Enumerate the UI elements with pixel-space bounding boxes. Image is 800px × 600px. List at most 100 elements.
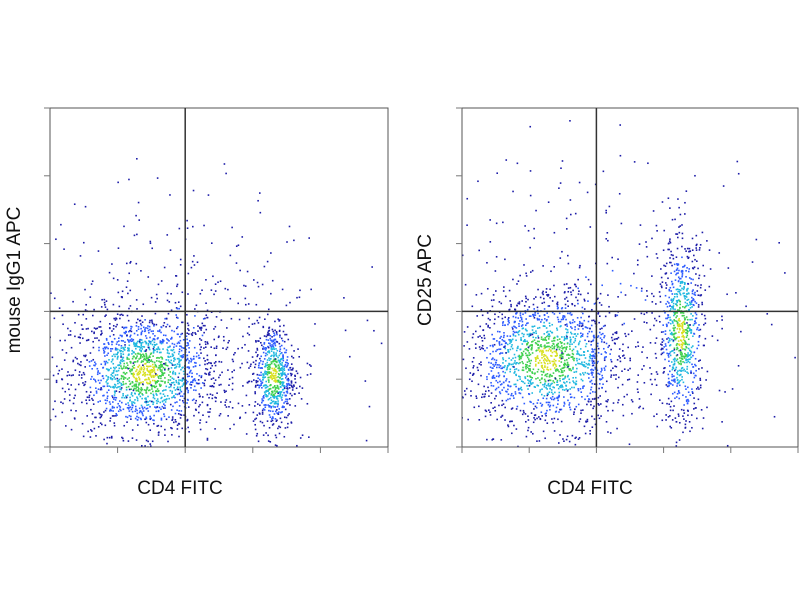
event-dot <box>271 400 274 403</box>
event-dot <box>149 369 152 372</box>
event-dot <box>508 309 510 311</box>
event-dot <box>90 378 92 380</box>
event-dot <box>680 363 682 366</box>
event-dot <box>267 434 269 437</box>
plot-frame <box>49 107 389 448</box>
event-dot <box>112 410 114 412</box>
event-dot <box>103 350 106 353</box>
event-dot <box>671 283 674 286</box>
event-dot <box>94 379 96 381</box>
event-dot <box>267 346 270 349</box>
event-dot <box>688 250 690 253</box>
event-dot <box>567 399 569 402</box>
event-dot <box>210 346 213 348</box>
event-dot <box>582 351 585 353</box>
event-dot <box>610 358 612 361</box>
event-dot <box>178 410 180 412</box>
event-dot <box>498 344 501 346</box>
event-dot <box>156 402 158 405</box>
event-dot <box>232 360 235 363</box>
event-dot <box>158 357 161 359</box>
event-dot <box>671 375 674 378</box>
event-dot <box>553 339 555 342</box>
event-dot <box>603 357 606 360</box>
event-dot <box>671 218 674 221</box>
event-dot <box>132 389 135 392</box>
event-dot <box>277 403 279 406</box>
event-dot <box>671 320 674 323</box>
event-dot <box>271 340 273 343</box>
event-dot <box>290 363 293 365</box>
event-dot <box>566 363 569 366</box>
event-dot <box>600 415 602 417</box>
event-dot <box>98 346 100 349</box>
event-dot <box>12 198 14 200</box>
event-dot <box>273 380 275 382</box>
event-dot <box>697 304 700 306</box>
event-dot <box>528 315 531 317</box>
event-dot <box>215 345 218 348</box>
event-dot <box>218 376 220 379</box>
event-dot <box>134 405 137 408</box>
event-dot <box>205 373 208 375</box>
event-dot <box>109 408 112 411</box>
event-dot <box>545 339 548 342</box>
event-dot <box>118 381 121 384</box>
event-dot <box>152 332 154 335</box>
event-dot <box>548 391 551 394</box>
event-dot <box>558 338 561 340</box>
event-dot <box>109 417 112 420</box>
event-dot <box>164 428 166 431</box>
event-dot <box>264 376 267 378</box>
event-dot <box>265 371 268 373</box>
event-dot <box>126 421 128 423</box>
event-dot <box>208 396 210 399</box>
event-dot <box>34 358 36 360</box>
event-dot <box>136 355 138 357</box>
event-dot <box>669 304 671 307</box>
event-dot <box>569 348 571 350</box>
event-dot <box>504 406 506 409</box>
event-dot <box>277 400 279 402</box>
event-dot <box>213 338 216 341</box>
event-dot <box>150 330 153 333</box>
event-dot <box>275 436 278 439</box>
event-dot <box>153 385 155 387</box>
event-dot <box>615 378 617 380</box>
event-dot <box>494 397 496 400</box>
event-dot <box>693 266 696 268</box>
event-dot <box>554 369 557 371</box>
event-dot <box>520 317 523 319</box>
event-dot <box>681 332 684 335</box>
event-dot <box>263 395 265 397</box>
event-dot <box>159 361 162 363</box>
event-dot <box>112 324 115 327</box>
event-dot <box>571 386 573 389</box>
event-dot <box>258 192 261 194</box>
event-dot <box>669 409 672 412</box>
event-dot <box>289 404 291 406</box>
event-dot <box>271 377 274 380</box>
event-dot <box>91 430 93 432</box>
event-dot <box>130 330 133 333</box>
event-dot <box>667 197 670 200</box>
event-dot <box>578 420 581 423</box>
event-dot <box>156 394 158 396</box>
event-dot <box>141 315 143 317</box>
event-dot <box>280 378 283 380</box>
event-dot <box>604 315 607 318</box>
event-dot <box>594 357 596 359</box>
event-dot <box>678 231 681 234</box>
event-dot <box>685 346 688 349</box>
event-dot <box>285 333 288 336</box>
event-dot <box>545 397 548 400</box>
event-dot <box>480 336 483 339</box>
event-dot <box>106 397 109 400</box>
event-dot <box>510 341 512 343</box>
event-dot <box>103 343 106 345</box>
event-dot <box>199 404 201 406</box>
event-dot <box>150 359 153 361</box>
event-dot <box>560 307 563 310</box>
event-dot <box>586 418 589 421</box>
event-dot <box>523 411 525 414</box>
